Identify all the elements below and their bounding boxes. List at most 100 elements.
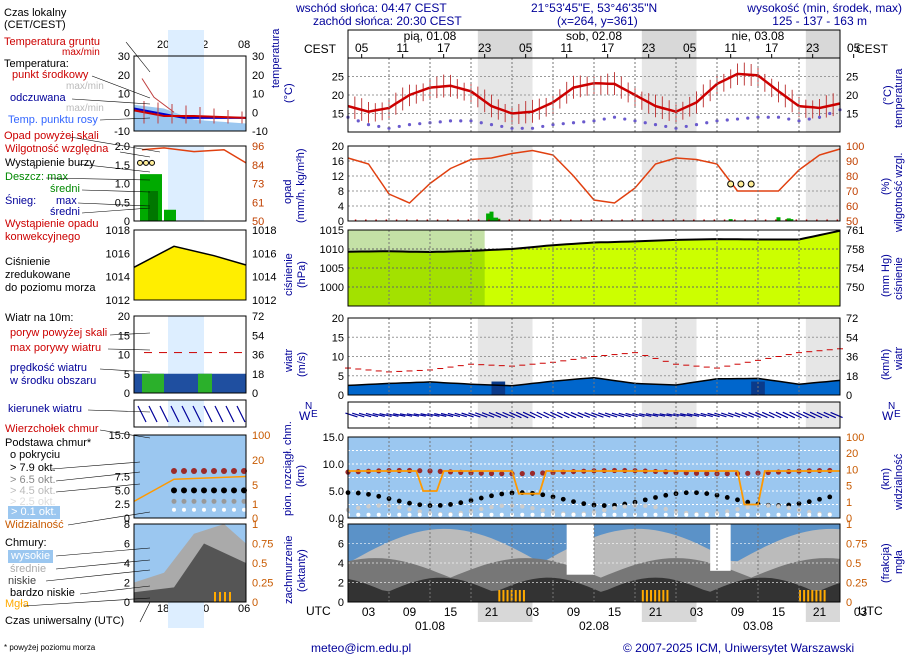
- legend-pressure-line: [133, 245, 247, 268]
- cloud-base-dot: [468, 498, 474, 503]
- legend-wind-arrow: [214, 405, 224, 423]
- grid-label: (x=264, y=361): [557, 14, 638, 28]
- precip-occurrence-mark: [826, 219, 828, 221]
- cloud-base-dot-white: [807, 512, 812, 517]
- wind-direction-arrow: [700, 412, 713, 418]
- legend-panel-frame: [133, 399, 247, 428]
- legend-fog-bar: [214, 592, 216, 602]
- legend-pressure-3: do poziomu morza: [5, 282, 96, 294]
- legend-wind-tick: 15: [118, 330, 130, 342]
- temp-tick-left: 15: [332, 109, 344, 121]
- fog-bar: [815, 590, 818, 602]
- cloud-base-dot-white: [663, 512, 668, 517]
- legend-wind-tick-right: 36: [252, 350, 264, 362]
- cover-left-label-1: zachmurzenie: [283, 535, 295, 604]
- cloud-base-dot-light: [468, 508, 474, 514]
- legend-max-min: max/min: [66, 81, 104, 92]
- visibility-tick-right: 10: [846, 464, 858, 476]
- cloud-tick-left: 10.0: [323, 459, 344, 471]
- precip-tick-left: 0: [338, 216, 344, 228]
- cloud-base-dot-white: [684, 512, 689, 517]
- wind-direction-arrow: [481, 412, 495, 418]
- cloud-base-dot-light: [612, 505, 617, 511]
- dew-point-dot: [787, 117, 791, 121]
- cloud-base-dot-light: [520, 504, 525, 509]
- cloud-top-dot: [427, 468, 433, 474]
- legend-leader-line: [139, 601, 151, 623]
- legend-cover-tick-right: 1: [252, 519, 258, 531]
- dew-point-dot: [407, 123, 412, 127]
- bottom-hour-label: 15: [772, 605, 786, 619]
- footer-email[interactable]: meteo@icm.edu.pl: [311, 641, 412, 655]
- legend-max-min-2: max/min: [66, 103, 104, 114]
- legend-humidity-tick: 50: [252, 216, 264, 228]
- legend-okt-25: > 2.5 okt.: [10, 496, 56, 508]
- dew-point-dot: [664, 124, 668, 129]
- precip-occurrence-mark: [713, 219, 716, 221]
- dew-point-dot: [438, 120, 442, 124]
- cloud-base-dot: [376, 493, 382, 499]
- legend-precip-tick: 1.0: [115, 179, 130, 191]
- dew-point-dot: [705, 121, 709, 125]
- cloud-base-dot: [735, 497, 740, 503]
- wind-direction-arrow: [358, 412, 372, 418]
- precip-occurrence-mark: [385, 219, 388, 221]
- cloud-base-dot-light: [653, 504, 658, 510]
- legend-rain-small: [164, 209, 176, 221]
- top-hour-label: 05: [847, 41, 861, 55]
- dew-point-dot: [520, 126, 524, 130]
- wind-speed-dark: [491, 381, 506, 395]
- cloud-base-dot-white: [612, 512, 617, 517]
- pressure-tick-right: 754: [846, 263, 864, 275]
- cloud-base-dot-light: [776, 504, 781, 509]
- wind-direction-arrow: [461, 412, 474, 418]
- legend-visibility-line: [133, 475, 247, 503]
- night-band: [477, 146, 533, 221]
- wind-direction-arrow: [495, 411, 508, 419]
- legend-leader-line: [71, 98, 151, 105]
- wind-left-label: wiatr: [283, 348, 295, 372]
- bottom-hour-label: 21: [813, 605, 827, 619]
- cloud-base-dot-white: [356, 512, 361, 517]
- cloud-tick-left: 15.0: [323, 432, 344, 444]
- legend-leader-line: [45, 177, 151, 181]
- storm-marker: [727, 180, 735, 188]
- panel-frame-press: [347, 229, 841, 307]
- legend-night-band: [168, 30, 204, 56]
- night-band: [477, 402, 533, 428]
- compass-e-right: E: [894, 409, 901, 420]
- legend-cloud-dot: [172, 507, 176, 512]
- precip-occurrence-mark: [703, 219, 705, 221]
- legend-rain: Deszcz: max: [5, 171, 68, 183]
- cloud-base-dot: [817, 496, 822, 502]
- wind-direction-arrow: [652, 413, 666, 417]
- night-band-top: [641, 30, 697, 58]
- legend-wind-green: [198, 373, 212, 393]
- day-label-sun: nie, 03.08: [732, 29, 785, 43]
- legend-cloud-dot: [192, 507, 196, 512]
- legend-leader-line: [55, 559, 151, 570]
- precip-occurrence-mark: [764, 219, 767, 221]
- legend-local-hour-3: 08: [238, 39, 251, 51]
- precip-occurrence-mark: [375, 219, 377, 221]
- legend-wind-arrow: [181, 405, 191, 423]
- precip-occurrence-mark: [744, 219, 746, 221]
- temp-left-label: temperatura: [270, 28, 282, 88]
- wind-direction-arrow: [536, 411, 550, 419]
- cloud-base-dot-white: [366, 512, 371, 517]
- wind-direction-arrow: [768, 411, 782, 419]
- legend-cloud-dot: [212, 507, 216, 512]
- legend-fog-bar: [224, 592, 226, 602]
- storm-marker: [737, 180, 745, 188]
- bottom-hour-label: 03: [854, 605, 868, 619]
- legend-precip-tick: 0.5: [115, 197, 130, 209]
- legend-precip-occ-1: Wystąpienie opadu: [5, 218, 99, 230]
- legend-cloud-tick: 2.5: [115, 499, 130, 511]
- cloud-base-dot: [663, 492, 669, 498]
- legend-gust-above: poryw powyżej skali: [10, 327, 108, 339]
- wind-direction-arrow: [529, 411, 543, 419]
- fog-bar: [650, 590, 653, 602]
- precip-occurrence-mark: [641, 219, 644, 221]
- precip-occurrence-mark: [406, 219, 408, 221]
- precip-right-label: wilgotność wzgl.: [893, 152, 905, 232]
